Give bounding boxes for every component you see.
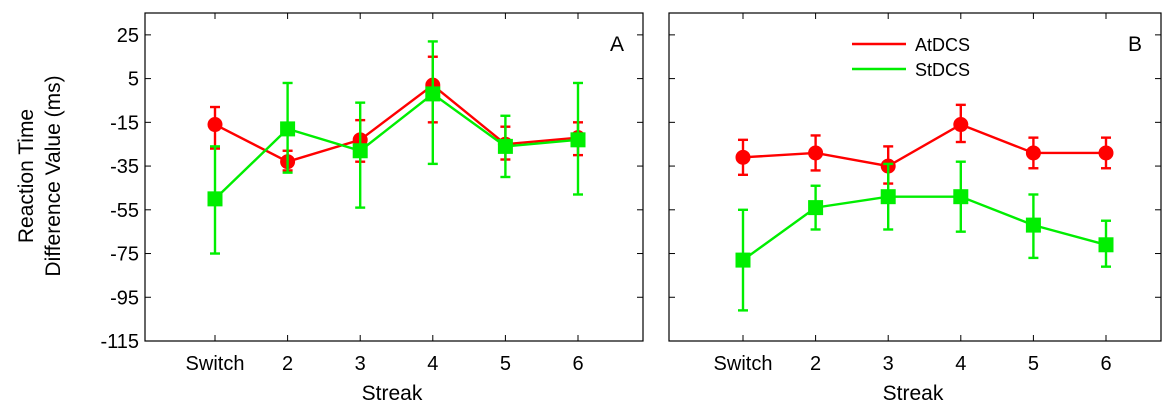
data-point [497, 138, 513, 154]
x-axis-title: Streak [362, 382, 423, 405]
y-tick-label: -115 [100, 331, 139, 353]
y-tick-label: -55 [110, 200, 139, 222]
data-point [1098, 237, 1114, 253]
x-tick-label: Switch [714, 353, 773, 375]
x-tick-label: 4 [427, 353, 438, 375]
x-tick-label: 5 [500, 353, 511, 375]
data-point [953, 189, 969, 205]
series-line [742, 123, 1106, 168]
x-tick-label: 6 [1100, 353, 1111, 375]
y-tick-label: 5 [128, 69, 139, 91]
data-point [1098, 145, 1114, 161]
x-tick-label: 5 [1028, 353, 1039, 375]
x-tick-label: 2 [282, 353, 293, 375]
data-point [570, 132, 586, 148]
y-tick-label: -15 [110, 112, 139, 134]
y-tick-label: -75 [110, 244, 139, 266]
data-point [425, 86, 441, 102]
data-point [808, 200, 824, 216]
series-line [214, 83, 579, 163]
plot-frame [144, 12, 644, 342]
series-line [214, 92, 579, 200]
data-point [880, 189, 896, 205]
series-stdcs [207, 40, 586, 255]
y-axis-title-line-2: Difference Value (ms) [42, 75, 65, 276]
series-atdcs [207, 55, 586, 172]
data-point [280, 121, 296, 137]
data-point [808, 145, 824, 161]
legend: AtDCS StDCS [852, 35, 970, 80]
data-point [207, 191, 223, 207]
y-axis-title-line-1: Reaction Time [15, 109, 38, 243]
x-tick-label: 3 [883, 353, 894, 375]
data-point [735, 149, 751, 165]
series-stdcs [735, 160, 1114, 312]
data-point [207, 117, 223, 133]
x-tick-label: 4 [955, 353, 966, 375]
plot-frame [668, 12, 1162, 342]
panel-a: 25 5 -15 -35 -55 -75 -95 -115 Switch 2 3 4 5 6 Streak A [100, 12, 644, 405]
data-point [735, 252, 751, 268]
series-atdcs [735, 103, 1114, 185]
y-tick-label: -95 [110, 287, 139, 309]
y-tick-label: 25 [117, 25, 139, 47]
data-point [1025, 145, 1041, 161]
x-tick-label: 2 [810, 353, 821, 375]
panel-label: A [610, 33, 624, 56]
legend-label: AtDCS [915, 35, 970, 55]
data-point [1025, 217, 1041, 233]
x-tick-label: 6 [572, 353, 583, 375]
panel-b: Switch 2 3 4 5 6 Streak B AtDCS StDCS [668, 12, 1162, 405]
x-tick-label: 3 [355, 353, 366, 375]
legend-label: StDCS [915, 60, 970, 80]
series-line [742, 195, 1107, 262]
data-point [352, 143, 368, 159]
data-point [953, 117, 969, 133]
x-tick-label: Switch [186, 353, 245, 375]
x-axis-title: Streak [883, 382, 944, 405]
y-tick-label: -35 [110, 156, 139, 178]
panel-label: B [1128, 33, 1142, 56]
